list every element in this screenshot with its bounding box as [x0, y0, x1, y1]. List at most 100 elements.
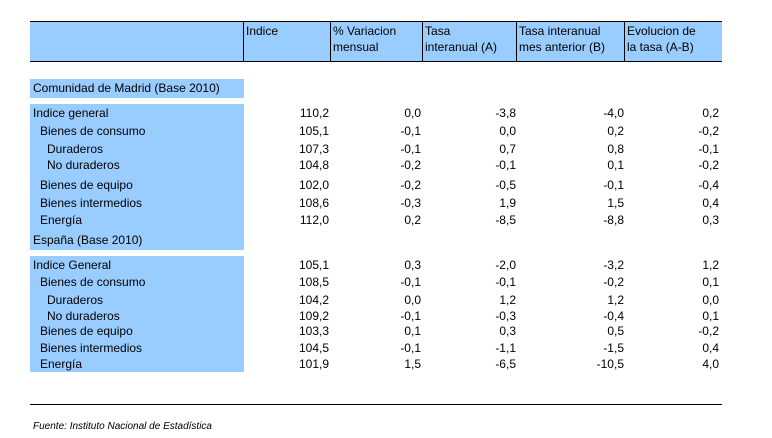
header-band — [30, 21, 722, 61]
table-row: Bienes intermedios 104,5 -0,1 -1,1 -1,5 0,4 — [0, 340, 772, 357]
cell-var: -0,1 — [400, 124, 421, 138]
cell-evol: -0,1 — [698, 142, 719, 156]
cell-evol: 0,1 — [702, 309, 719, 323]
cell-var: -0,1 — [400, 341, 421, 355]
cell-tasa-ant: -3,2 — [603, 258, 624, 272]
table-row: Energía 101,9 1,5 -6,5 -10,5 4,0 — [0, 356, 772, 373]
cell-indice: 108,5 — [298, 275, 329, 289]
row-label: Bienes intermedios — [40, 196, 143, 210]
cell-indice: 103,3 — [298, 324, 329, 338]
row-label: Bienes de consumo — [40, 275, 146, 289]
cell-var: -0,3 — [400, 196, 421, 210]
espana-label-band — [30, 256, 244, 372]
row-label: Duraderos — [47, 142, 104, 156]
table-row: No duraderos 109,2 -0,1 -0,3 -0,4 0,1 — [0, 308, 772, 325]
cell-tasa: -0,5 — [495, 178, 516, 192]
row-label: Bienes de consumo — [40, 124, 146, 138]
cell-var: 0,2 — [404, 213, 421, 227]
header-variacion: % Variacion mensual — [333, 24, 397, 54]
cell-tasa: -6,5 — [495, 357, 516, 371]
source-note: Fuente: Instituto Nacional de Estadístic… — [33, 421, 212, 432]
table-row: Bienes intermedios 108,6 -0,3 1,9 1,5 0,4 — [0, 195, 772, 212]
cell-tasa: -0,3 — [495, 309, 516, 323]
cell-tasa-ant: -0,2 — [603, 275, 624, 289]
cell-var: 1,5 — [404, 357, 421, 371]
cell-tasa: 0,7 — [499, 142, 516, 156]
cell-tasa-ant: 0,8 — [607, 142, 624, 156]
table-row: Bienes de equipo 102,0 -0,2 -0,5 -0,1 -0,4 — [0, 177, 772, 194]
header-tasa-mes-anterior: Tasa interanual mes anterior (B) — [519, 24, 606, 54]
cell-evol: -0,2 — [698, 124, 719, 138]
cell-tasa-ant: -1,5 — [603, 341, 624, 355]
row-label: Bienes de equipo — [40, 324, 133, 338]
cell-indice: 109,2 — [298, 309, 329, 323]
cell-tasa-ant: -8,8 — [603, 213, 624, 227]
table-row: Indice general 110,2 0,0 -3,8 -4,0 0,2 — [0, 105, 772, 122]
cell-evol: -0,4 — [698, 178, 719, 192]
row-label: Indice General — [33, 258, 112, 272]
table-row: Bienes de consumo 105,1 -0,1 0,0 0,2 -0,2 — [0, 123, 772, 140]
cell-tasa-ant: 0,5 — [607, 324, 624, 338]
madrid-title-band — [30, 79, 244, 98]
cell-var: 0,3 — [404, 258, 421, 272]
row-label: Bienes de equipo — [40, 178, 133, 192]
cell-evol: 1,2 — [702, 258, 719, 272]
cell-tasa: -8,5 — [495, 213, 516, 227]
table-row: Bienes de equipo 103,3 0,1 0,3 0,5 -0,2 — [0, 323, 772, 340]
cell-indice: 104,8 — [298, 158, 329, 172]
cell-var: 0,0 — [404, 106, 421, 120]
cell-indice: 105,1 — [298, 258, 329, 272]
cell-tasa: -0,1 — [495, 158, 516, 172]
cell-tasa-ant: 1,5 — [607, 196, 624, 210]
header-top-border — [30, 21, 722, 22]
cell-evol: -0,2 — [698, 324, 719, 338]
header-indice: Indice — [246, 24, 279, 38]
espana-title-band — [30, 232, 244, 250]
cell-indice: 104,2 — [298, 293, 329, 307]
cell-indice: 104,5 — [298, 341, 329, 355]
cell-evol: 0,3 — [702, 213, 719, 227]
header-evolucion: Evolucion de la tasa (A-B) — [627, 24, 696, 54]
footer-rule — [30, 404, 722, 405]
cell-evol: 0,4 — [702, 196, 719, 210]
table-row: Duraderos 107,3 -0,1 0,7 0,8 -0,1 — [0, 141, 772, 158]
cell-tasa-ant: 0,1 — [607, 158, 624, 172]
cell-var: 0,0 — [404, 293, 421, 307]
cell-indice: 110,2 — [299, 106, 329, 120]
cell-evol: 4,0 — [702, 357, 719, 371]
cell-var: -0,2 — [400, 178, 421, 192]
cell-var: 0,1 — [404, 324, 421, 338]
cell-indice: 107,3 — [298, 142, 329, 156]
cell-tasa: 0,3 — [499, 324, 516, 338]
madrid-label-band — [30, 104, 244, 232]
row-label: Energía — [40, 357, 83, 371]
row-label: Indice general — [33, 106, 109, 120]
cell-tasa: -3,8 — [495, 106, 516, 120]
row-label: No duraderos — [47, 158, 120, 172]
header-divider — [422, 21, 423, 61]
table-row: Energía 112,0 0,2 -8,5 -8,8 0,3 — [0, 212, 772, 229]
header-divider — [330, 21, 331, 61]
cell-evol: -0,2 — [698, 158, 719, 172]
cell-indice: 112,0 — [299, 213, 329, 227]
cell-tasa-ant: -4,0 — [603, 106, 624, 120]
table-row: No duraderos 104,8 -0,2 -0,1 0,1 -0,2 — [0, 157, 772, 174]
header-tasa-interanual: Tasa interanual (A) — [425, 24, 498, 54]
row-label: Duraderos — [47, 293, 104, 307]
cell-tasa: 1,2 — [499, 293, 516, 307]
cell-var: -0,1 — [400, 142, 421, 156]
espana-section-title: España (Base 2010) — [33, 233, 143, 247]
row-label: No duraderos — [47, 309, 120, 323]
cell-tasa: -1,1 — [495, 341, 516, 355]
cell-tasa: -0,1 — [495, 275, 516, 289]
cell-var: -0,2 — [400, 158, 421, 172]
cell-var: -0,1 — [400, 275, 421, 289]
table-row: Duraderos 104,2 0,0 1,2 1,2 0,0 — [0, 292, 772, 309]
cell-indice: 101,9 — [298, 357, 329, 371]
table-row: Bienes de consumo 108,5 -0,1 -0,1 -0,2 0,1 — [0, 274, 772, 291]
header-bottom-border — [30, 61, 722, 62]
cell-tasa-ant: 1,2 — [607, 293, 624, 307]
cell-indice: 105,1 — [298, 124, 329, 138]
cell-evol: 0,2 — [702, 106, 719, 120]
header-divider — [243, 21, 244, 61]
